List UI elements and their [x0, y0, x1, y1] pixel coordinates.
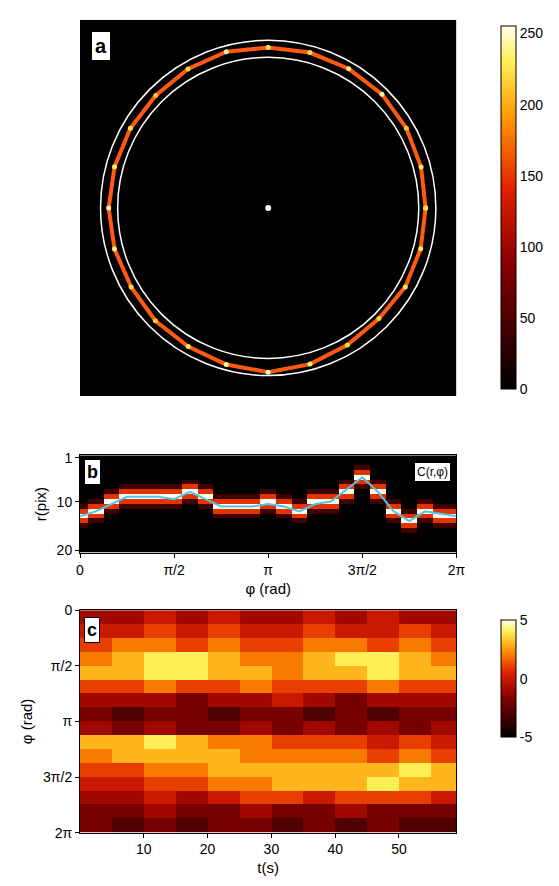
svg-text:π/2: π/2 — [51, 658, 73, 674]
svg-text:5: 5 — [520, 612, 528, 628]
svg-text:250: 250 — [520, 25, 544, 41]
svg-text:10: 10 — [57, 494, 73, 510]
svg-text:1: 1 — [64, 450, 72, 466]
svg-text:0: 0 — [520, 671, 528, 687]
svg-text:0: 0 — [64, 602, 72, 618]
svg-text:20: 20 — [57, 542, 73, 558]
svg-text:r(pix): r(pix) — [32, 487, 49, 521]
svg-text:π/2: π/2 — [163, 562, 185, 578]
svg-text:2π: 2π — [55, 825, 73, 841]
svg-text:3π/2: 3π/2 — [43, 769, 72, 785]
svg-text:π: π — [63, 713, 73, 729]
svg-text:φ (rad): φ (rad) — [245, 580, 291, 597]
svg-text:C(r,φ): C(r,φ) — [417, 465, 448, 479]
svg-text:t(s): t(s) — [257, 859, 279, 876]
svg-text:40: 40 — [327, 841, 343, 857]
svg-text:π: π — [263, 562, 273, 578]
svg-text:-5: -5 — [520, 729, 533, 745]
svg-text:c: c — [87, 620, 97, 640]
svg-text:50: 50 — [391, 841, 407, 857]
svg-text:a: a — [95, 35, 107, 57]
svg-text:100: 100 — [520, 239, 544, 255]
svg-text:200: 200 — [520, 97, 544, 113]
svg-text:3π/2: 3π/2 — [348, 562, 377, 578]
svg-text:2π: 2π — [448, 562, 466, 578]
svg-text:0: 0 — [520, 381, 528, 397]
svg-text:0: 0 — [76, 562, 84, 578]
svg-text:20: 20 — [200, 841, 216, 857]
svg-text:φ (rad): φ (rad) — [18, 699, 35, 745]
svg-text:b: b — [87, 462, 98, 482]
svg-text:30: 30 — [264, 841, 280, 857]
svg-text:10: 10 — [136, 841, 152, 857]
svg-text:50: 50 — [520, 310, 536, 326]
svg-text:150: 150 — [520, 168, 544, 184]
